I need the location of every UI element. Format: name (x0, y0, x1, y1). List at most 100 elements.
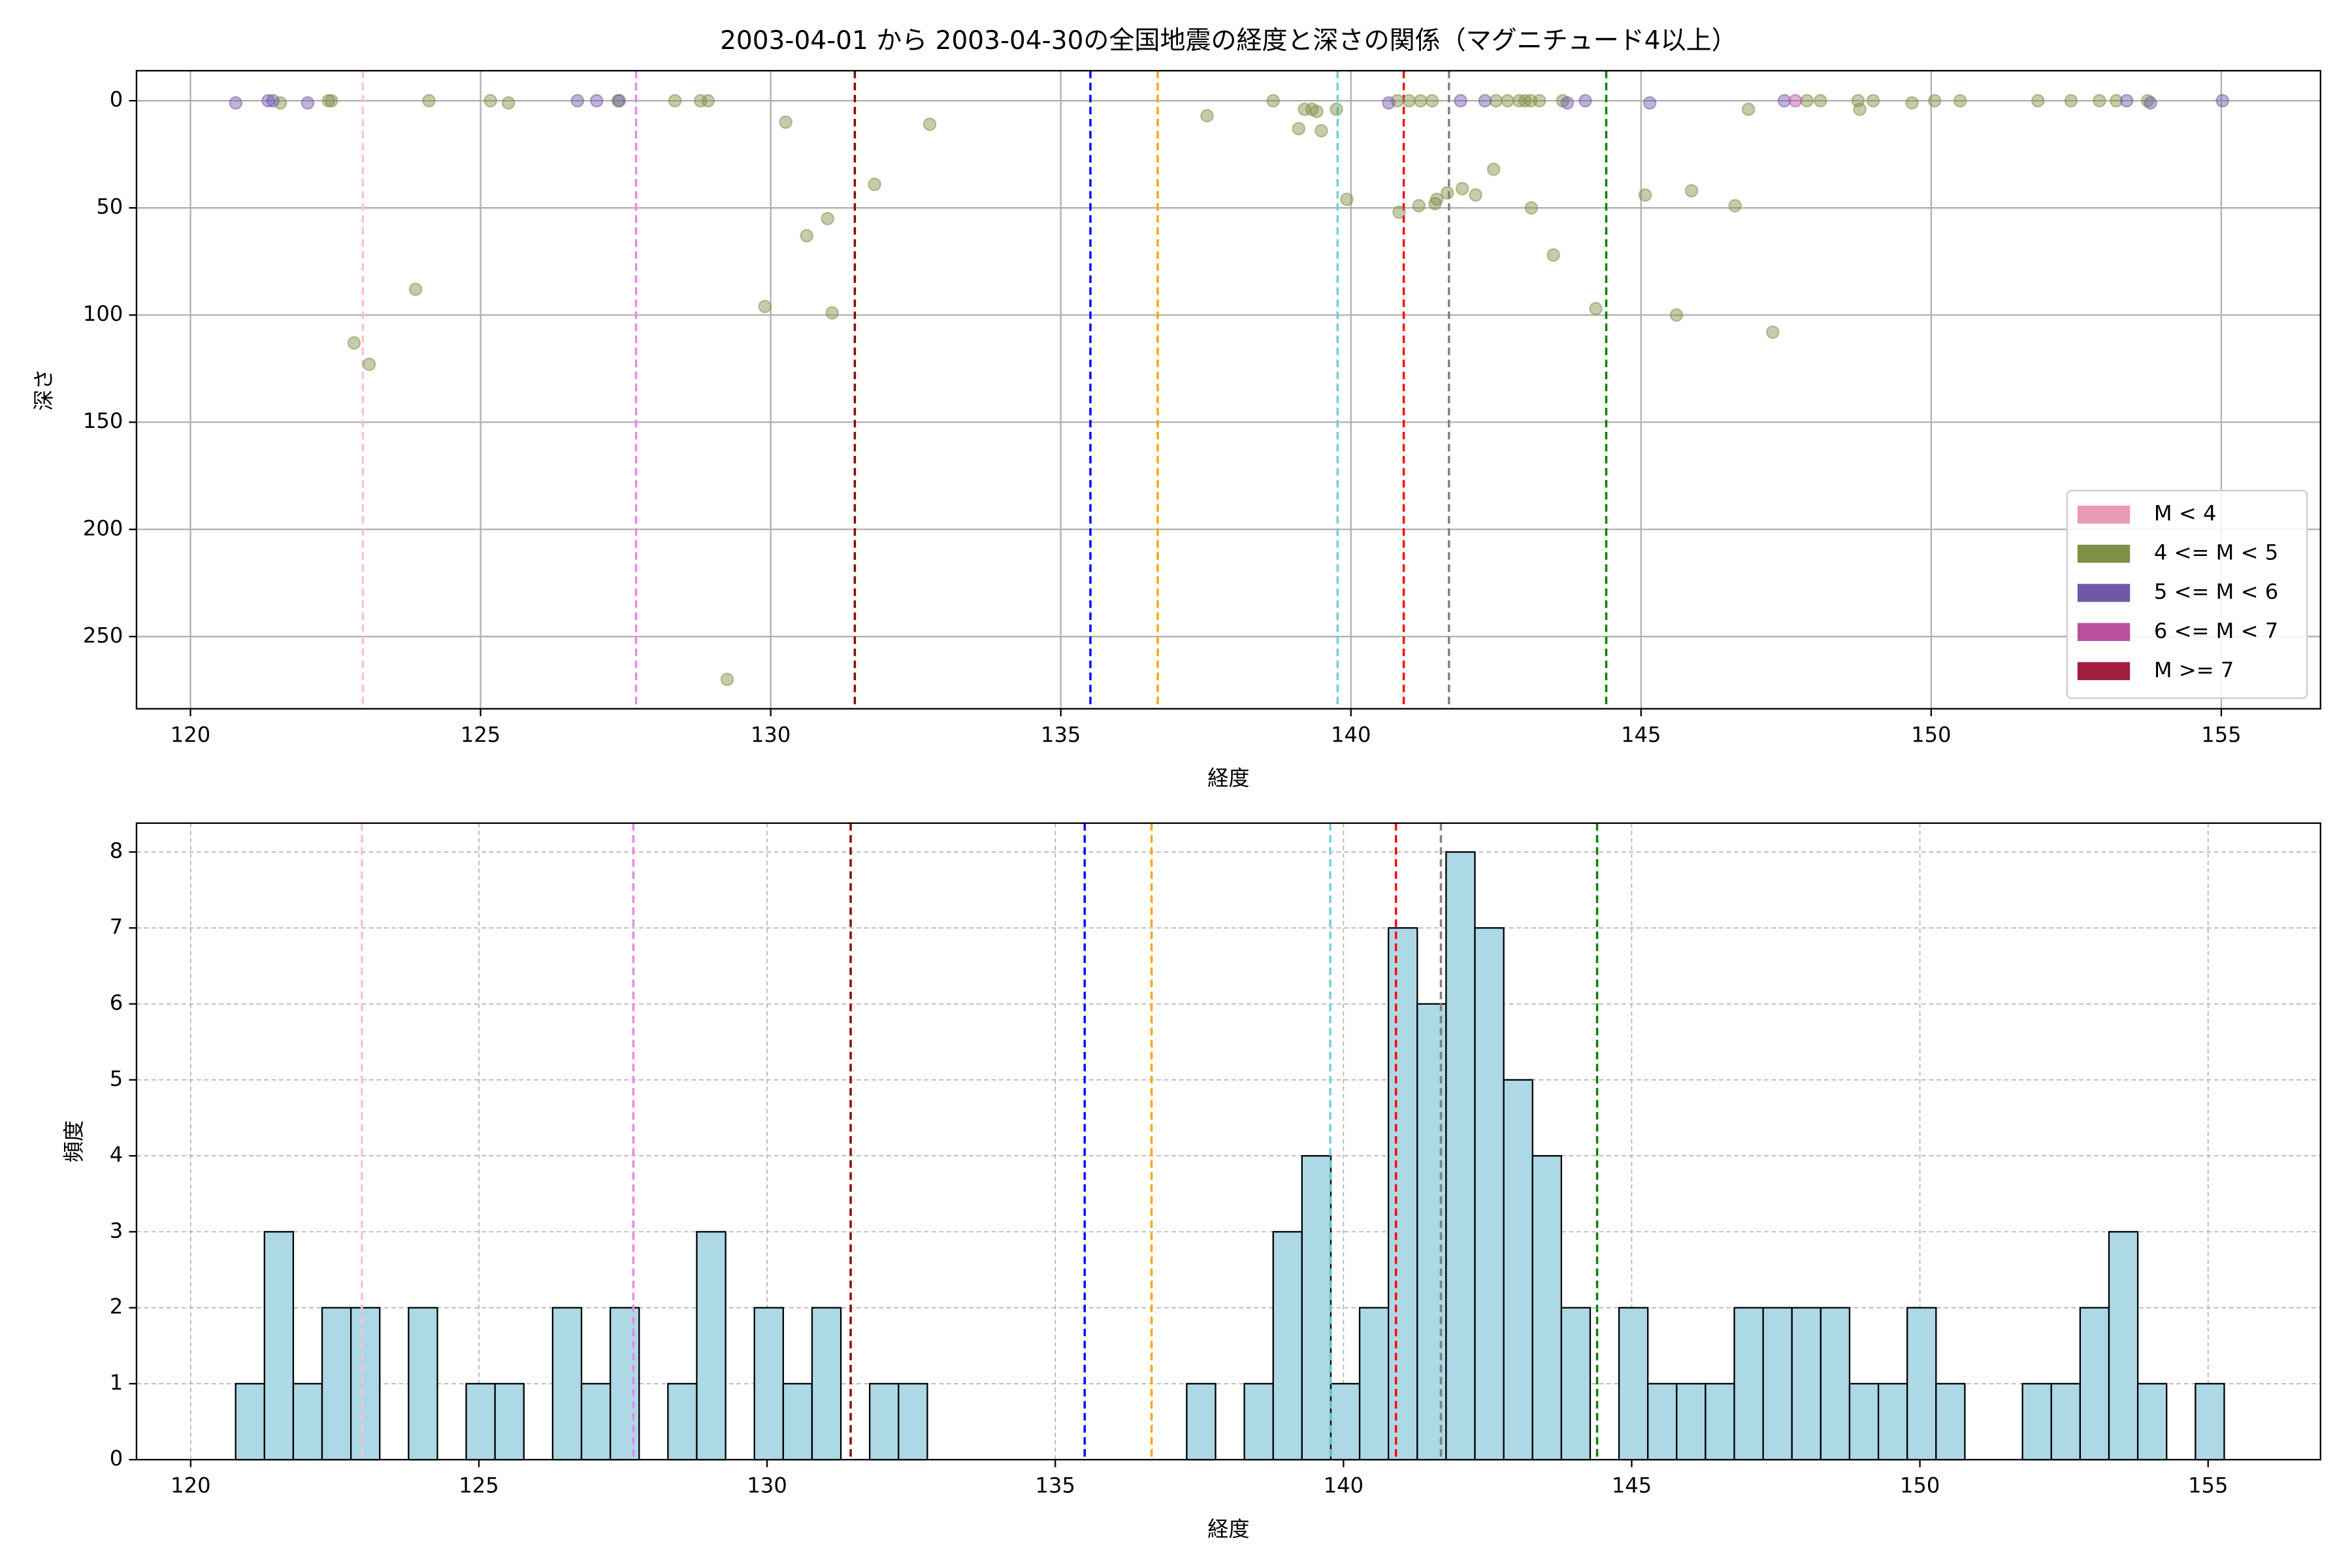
bar (869, 1382, 900, 1461)
bar (2050, 1382, 2082, 1461)
point (1953, 93, 1967, 108)
bar (1388, 927, 1418, 1461)
bar (1560, 1307, 1592, 1461)
bar (2021, 1382, 2052, 1461)
bar (1935, 1382, 1966, 1461)
point (1800, 93, 1814, 108)
y-tick-label: 250 (83, 623, 123, 647)
point (1392, 205, 1406, 220)
point (612, 93, 627, 108)
bar (2136, 1382, 2168, 1461)
legend-swatch (2077, 662, 2131, 681)
bar (667, 1382, 698, 1461)
bar (1330, 1382, 1361, 1461)
y-tick-label: 4 (110, 1142, 123, 1167)
bar (898, 1382, 928, 1461)
point (501, 96, 515, 110)
bar (2108, 1231, 2139, 1461)
bar (1877, 1382, 1908, 1461)
point (1642, 96, 1657, 110)
axes-frame (135, 822, 2321, 1461)
bar (1762, 1307, 1793, 1461)
point (701, 93, 715, 108)
point (923, 117, 937, 131)
point (779, 115, 793, 129)
point (1340, 192, 1354, 206)
bar (1647, 1382, 1678, 1461)
point (570, 93, 585, 108)
bar (263, 1231, 295, 1461)
bar (1243, 1382, 1274, 1461)
x-tick-label: 120 (171, 722, 210, 747)
point (2119, 93, 2134, 108)
legend-swatch (2077, 583, 2131, 602)
bar (1733, 1307, 1764, 1461)
bar (292, 1382, 323, 1461)
point (1578, 93, 1592, 108)
point (1813, 93, 1827, 108)
x-tick-label: 125 (461, 722, 500, 747)
legend-box (2066, 489, 2308, 699)
point (1315, 123, 1328, 138)
point (1728, 199, 1742, 213)
legend-label: 5 <= M < 6 (2154, 579, 2278, 604)
point (1777, 93, 1791, 108)
bar (465, 1382, 496, 1461)
point (1866, 93, 1880, 108)
point (1292, 122, 1306, 136)
point (1638, 188, 1652, 202)
point (1560, 96, 1575, 110)
point (1533, 93, 1546, 108)
chart-title: 2003-04-01 から 2003-04-30の全国地震の経度と深さの関係（マ… (720, 26, 1737, 56)
point (868, 177, 881, 191)
y-tick-label: 3 (110, 1218, 123, 1243)
x-tick-label: 140 (1324, 1473, 1364, 1498)
point (720, 672, 734, 687)
x-tick-label: 130 (747, 1473, 787, 1498)
y-tick-label: 1 (110, 1370, 123, 1395)
point (1524, 201, 1539, 215)
bar (1676, 1382, 1707, 1461)
point (1382, 96, 1396, 110)
point (825, 306, 840, 320)
point (422, 93, 436, 108)
bar (1705, 1382, 1735, 1461)
legend-swatch (2077, 623, 2131, 642)
x-tick-label: 140 (1331, 722, 1371, 747)
point (1489, 93, 1503, 108)
point (347, 336, 361, 350)
point (1413, 93, 1428, 108)
point (325, 93, 338, 108)
y-tick-label: 50 (96, 194, 123, 219)
bar (1618, 1307, 1649, 1461)
y-axis-label: 頻度 (61, 1120, 86, 1162)
x-tick-label: 145 (1621, 722, 1661, 747)
x-tick-label: 150 (1900, 1473, 1940, 1498)
point (1788, 93, 1803, 108)
point (1478, 93, 1492, 108)
bar (235, 1382, 265, 1461)
x-axis-label: 経度 (1207, 1516, 1249, 1541)
point (2215, 93, 2230, 108)
point (2093, 93, 2106, 108)
x-tick-label: 125 (459, 1473, 498, 1498)
bar (1531, 1154, 1563, 1461)
bar (551, 1307, 583, 1461)
x-tick-label: 135 (1041, 722, 1081, 747)
point (408, 282, 423, 297)
bar (1791, 1307, 1822, 1461)
point (758, 299, 772, 314)
point (1905, 96, 1919, 110)
bar (408, 1307, 438, 1461)
point (1589, 302, 1603, 316)
point (1425, 93, 1439, 108)
point (1741, 102, 1756, 116)
point (668, 93, 682, 108)
x-tick-label: 155 (2201, 722, 2241, 747)
y-tick-label: 2 (110, 1294, 123, 1319)
bar (1820, 1307, 1851, 1461)
y-tick-label: 7 (110, 914, 123, 939)
x-tick-label: 145 (1612, 1473, 1652, 1498)
point (2109, 93, 2123, 108)
